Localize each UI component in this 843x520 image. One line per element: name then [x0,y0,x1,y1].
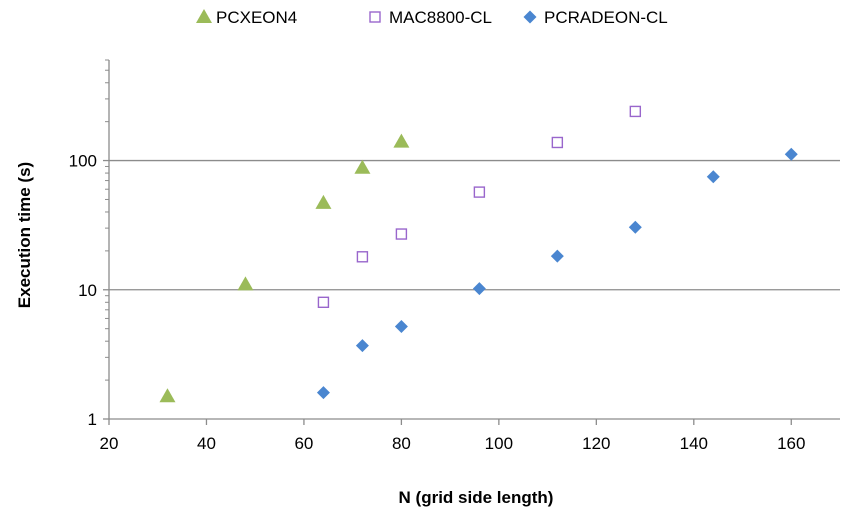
legend-marker-pcxeon4 [196,9,212,23]
data-point-pcradeon-cl [550,249,564,263]
data-point-pcxeon4 [237,276,254,291]
data-point-pcradeon-cl [784,147,798,161]
data-point-pcradeon-cl [706,170,720,184]
legend-label-pcradeon-cl: PCRADEON-CL [544,8,668,27]
data-point-pcxeon4 [315,194,332,209]
legend-label-mac8800-cl: MAC8800-CL [389,8,492,27]
x-tick-label: 160 [777,434,805,453]
x-tick-label: 140 [680,434,708,453]
x-tick-label: 60 [294,434,313,453]
data-point-pcradeon-cl [394,319,408,333]
data-point-mac8800-cl [317,296,330,309]
data-point-mac8800-cl [356,251,369,263]
x-tick-label: 80 [392,434,411,453]
data-point-pcxeon4 [159,388,176,403]
x-tick-label: 100 [485,434,513,453]
x-axis-title: N (grid side length) [399,488,554,507]
y-tick-label: 100 [69,152,97,171]
data-point-pcradeon-cl [316,386,330,400]
data-point-mac8800-cl [395,228,408,240]
x-tick-label: 20 [100,434,119,453]
y-tick-label: 1 [88,410,97,429]
marks-layer [159,105,798,403]
x-tick-label: 120 [582,434,610,453]
data-point-pcxeon4 [354,159,371,174]
legend: PCXEON4 MAC8800-CL PCRADEON-CL [196,8,668,27]
legend-marker-mac8800-cl [369,11,381,23]
y-tick-label: 10 [78,281,97,300]
x-tick-label: 40 [197,434,216,453]
data-point-pcxeon4 [393,133,410,148]
legend-label-pcxeon4: PCXEON4 [216,8,297,27]
data-point-mac8800-cl [551,136,564,149]
data-point-pcradeon-cl [628,220,642,234]
axes-layer: 1 10 100 20 40 60 80 100 120 140 160 [69,59,840,453]
data-point-pcradeon-cl [355,339,369,353]
legend-marker-pcradeon-cl [523,10,537,24]
data-point-pcradeon-cl [472,282,486,296]
data-point-mac8800-cl [629,105,642,118]
grid-layer [109,159,840,291]
data-point-mac8800-cl [473,186,486,198]
y-axis-title: Execution time (s) [15,162,34,308]
